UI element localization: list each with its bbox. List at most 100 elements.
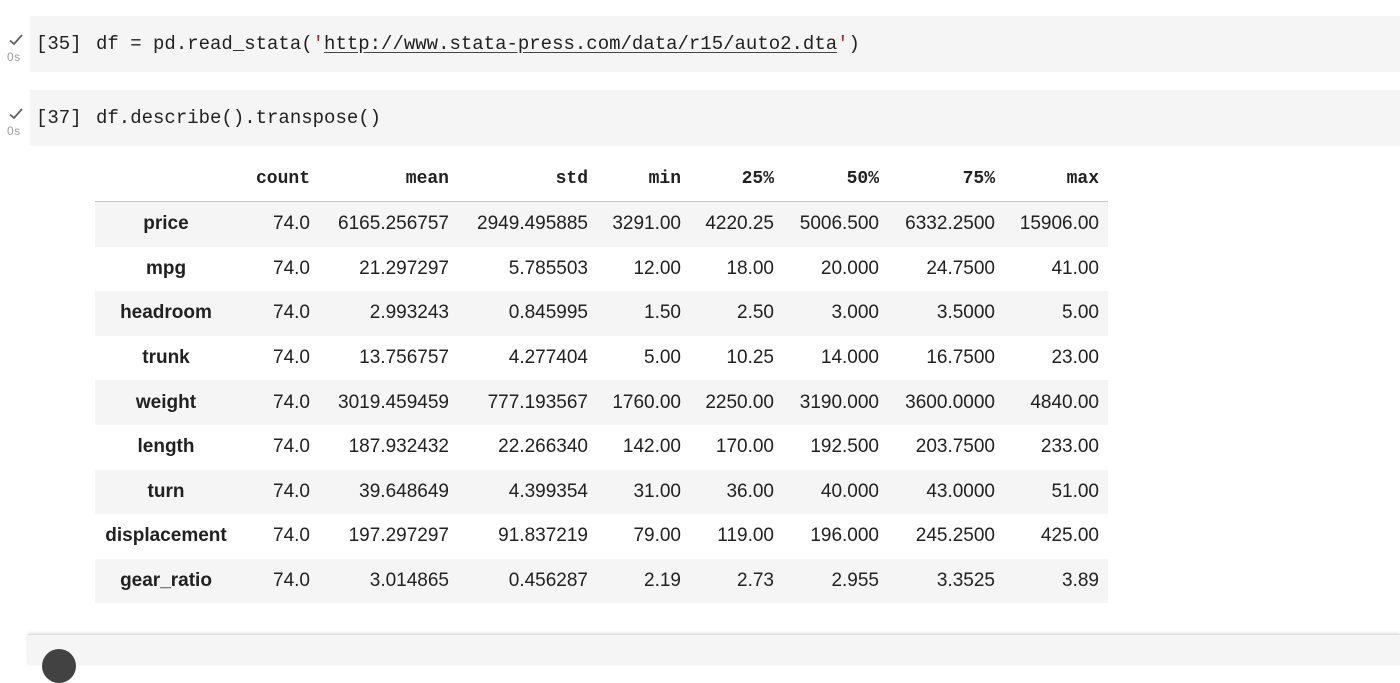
string-quote: ' [837,33,849,55]
table-cell: 0.456287 [508,570,588,592]
table-row: weight 74.0 3019.459459 777.193567 1760.… [95,380,1108,425]
row-label: mpg [145,257,187,279]
table-cell: 74.0 [273,302,310,324]
table-cell: 4220.25 [705,213,774,235]
table-cell: 74.0 [273,257,310,279]
table-cell: 40.000 [820,480,879,502]
table-cell: 197.297297 [348,525,449,547]
table-cell: 3.3525 [936,570,995,592]
table-cell: 5006.500 [799,213,879,235]
table-cell: 2.955 [831,570,879,592]
table-row: headroom 74.0 2.993243 0.845995 1.50 2.5… [95,291,1108,336]
table-cell: 3.5000 [936,302,995,324]
code-line: df.describe().transpose() [96,107,382,129]
table-row: displacement 74.0 197.297297 91.837219 7… [95,514,1108,559]
table-cell: 3190.000 [799,391,879,413]
table-cell: 15906.00 [1019,213,1099,235]
row-label: length [137,436,195,458]
code-cell-35[interactable]: 0s [35] df = pd.read_stata( 'http://www.s… [0,16,1400,72]
check-icon [9,108,23,120]
table-cell: 5.00 [644,347,681,369]
column-header: count [237,157,319,202]
table-cell: 5.785503 [508,257,588,279]
table-cell: 203.7500 [915,436,995,458]
code-text: df = pd.read_stata( [96,33,313,55]
row-label: headroom [120,302,212,324]
table-cell: 4.277404 [508,347,588,369]
table-cell: 4840.00 [1030,391,1099,413]
table-cell: 20.000 [820,257,879,279]
table-cell: 170.00 [715,436,774,458]
table-cell: 3019.459459 [338,391,449,413]
table-cell: 74.0 [273,213,310,235]
row-label: price [143,213,189,235]
table-cell: 196.000 [810,525,879,547]
table-cell: 2949.495885 [477,213,588,235]
table-cell: 0.845995 [508,302,588,324]
table-cell: 91.837219 [498,525,588,547]
table-cell: 192.500 [810,436,879,458]
dataframe-output: count mean std min 25% 50% 75% max price… [95,157,1108,604]
code-text: ) [848,33,860,55]
row-label: gear_ratio [120,570,212,592]
table-header-row: count mean std min 25% 50% 75% max [95,157,1108,202]
table-cell: 74.0 [273,480,310,502]
table-cell: 777.193567 [487,391,588,413]
url-link[interactable]: http://www.stata-press.com/data/r15/auto… [324,33,838,55]
table-cell: 245.2500 [915,525,995,547]
run-cell-icon[interactable] [42,649,76,683]
table-cell: 3.014865 [369,570,449,592]
table-cell: 22.266340 [498,436,588,458]
row-label: turn [147,480,185,502]
execution-count: [37] [36,107,82,129]
table-cell: 3.89 [1062,570,1099,592]
table-row: price 74.0 6165.256757 2949.495885 3291.… [95,201,1108,247]
execution-count: [35] [36,33,82,55]
table-cell: 24.7500 [926,257,995,279]
table-cell: 3291.00 [612,213,681,235]
table-cell: 74.0 [273,525,310,547]
table-cell: 425.00 [1040,525,1099,547]
index-header [95,157,237,202]
table-cell: 2.50 [737,302,774,324]
table-row: mpg 74.0 21.297297 5.785503 12.00 18.00 … [95,247,1108,292]
table-cell: 13.756757 [359,347,449,369]
table-cell: 119.00 [717,525,774,547]
code-editor[interactable]: [35] df = pd.read_stata( 'http://www.stat… [30,16,1400,72]
code-cell-37[interactable]: 0s [37] df.describe().transpose() [0,90,1400,146]
column-header: 25% [690,157,783,202]
row-label: weight [135,391,197,413]
table-cell: 2.19 [644,570,681,592]
table-cell: 74.0 [273,391,310,413]
table-cell: 79.00 [633,525,681,547]
table-cell: 6165.256757 [338,213,449,235]
column-header: 50% [783,157,888,202]
code-cell-next[interactable] [28,634,1400,683]
table-cell: 36.00 [726,480,774,502]
column-header: mean [319,157,458,202]
row-label: trunk [142,347,190,369]
table-cell: 2.993243 [369,302,449,324]
table-cell: 142.00 [622,436,681,458]
table-row: trunk 74.0 13.756757 4.277404 5.00 10.25… [95,336,1108,381]
table-cell: 12.00 [633,257,681,279]
table-cell: 6332.2500 [905,213,995,235]
table-cell: 18.00 [726,257,774,279]
table-cell: 5.00 [1062,302,1099,324]
check-icon [9,34,23,46]
table-cell: 14.000 [820,347,879,369]
table-row: turn 74.0 39.648649 4.399354 31.00 36.00… [95,469,1108,515]
table-cell: 3600.0000 [905,391,995,413]
code-line: df = pd.read_stata( 'http://www.stata-pre… [96,33,860,55]
table-cell: 74.0 [273,570,310,592]
table-cell: 3.000 [831,302,879,324]
table-cell: 51.00 [1051,480,1099,502]
table-cell: 10.25 [726,347,774,369]
execution-time: 0s [7,50,21,64]
table-cell: 2.73 [737,570,774,592]
table-row: gear_ratio 74.0 3.014865 0.456287 2.19 2… [95,558,1108,604]
table-row: length 74.0 187.932432 22.266340 142.00 … [95,425,1108,470]
table-cell: 233.00 [1040,436,1099,458]
code-editor[interactable]: [37] df.describe().transpose() [30,90,1400,146]
table-cell: 21.297297 [359,257,449,279]
